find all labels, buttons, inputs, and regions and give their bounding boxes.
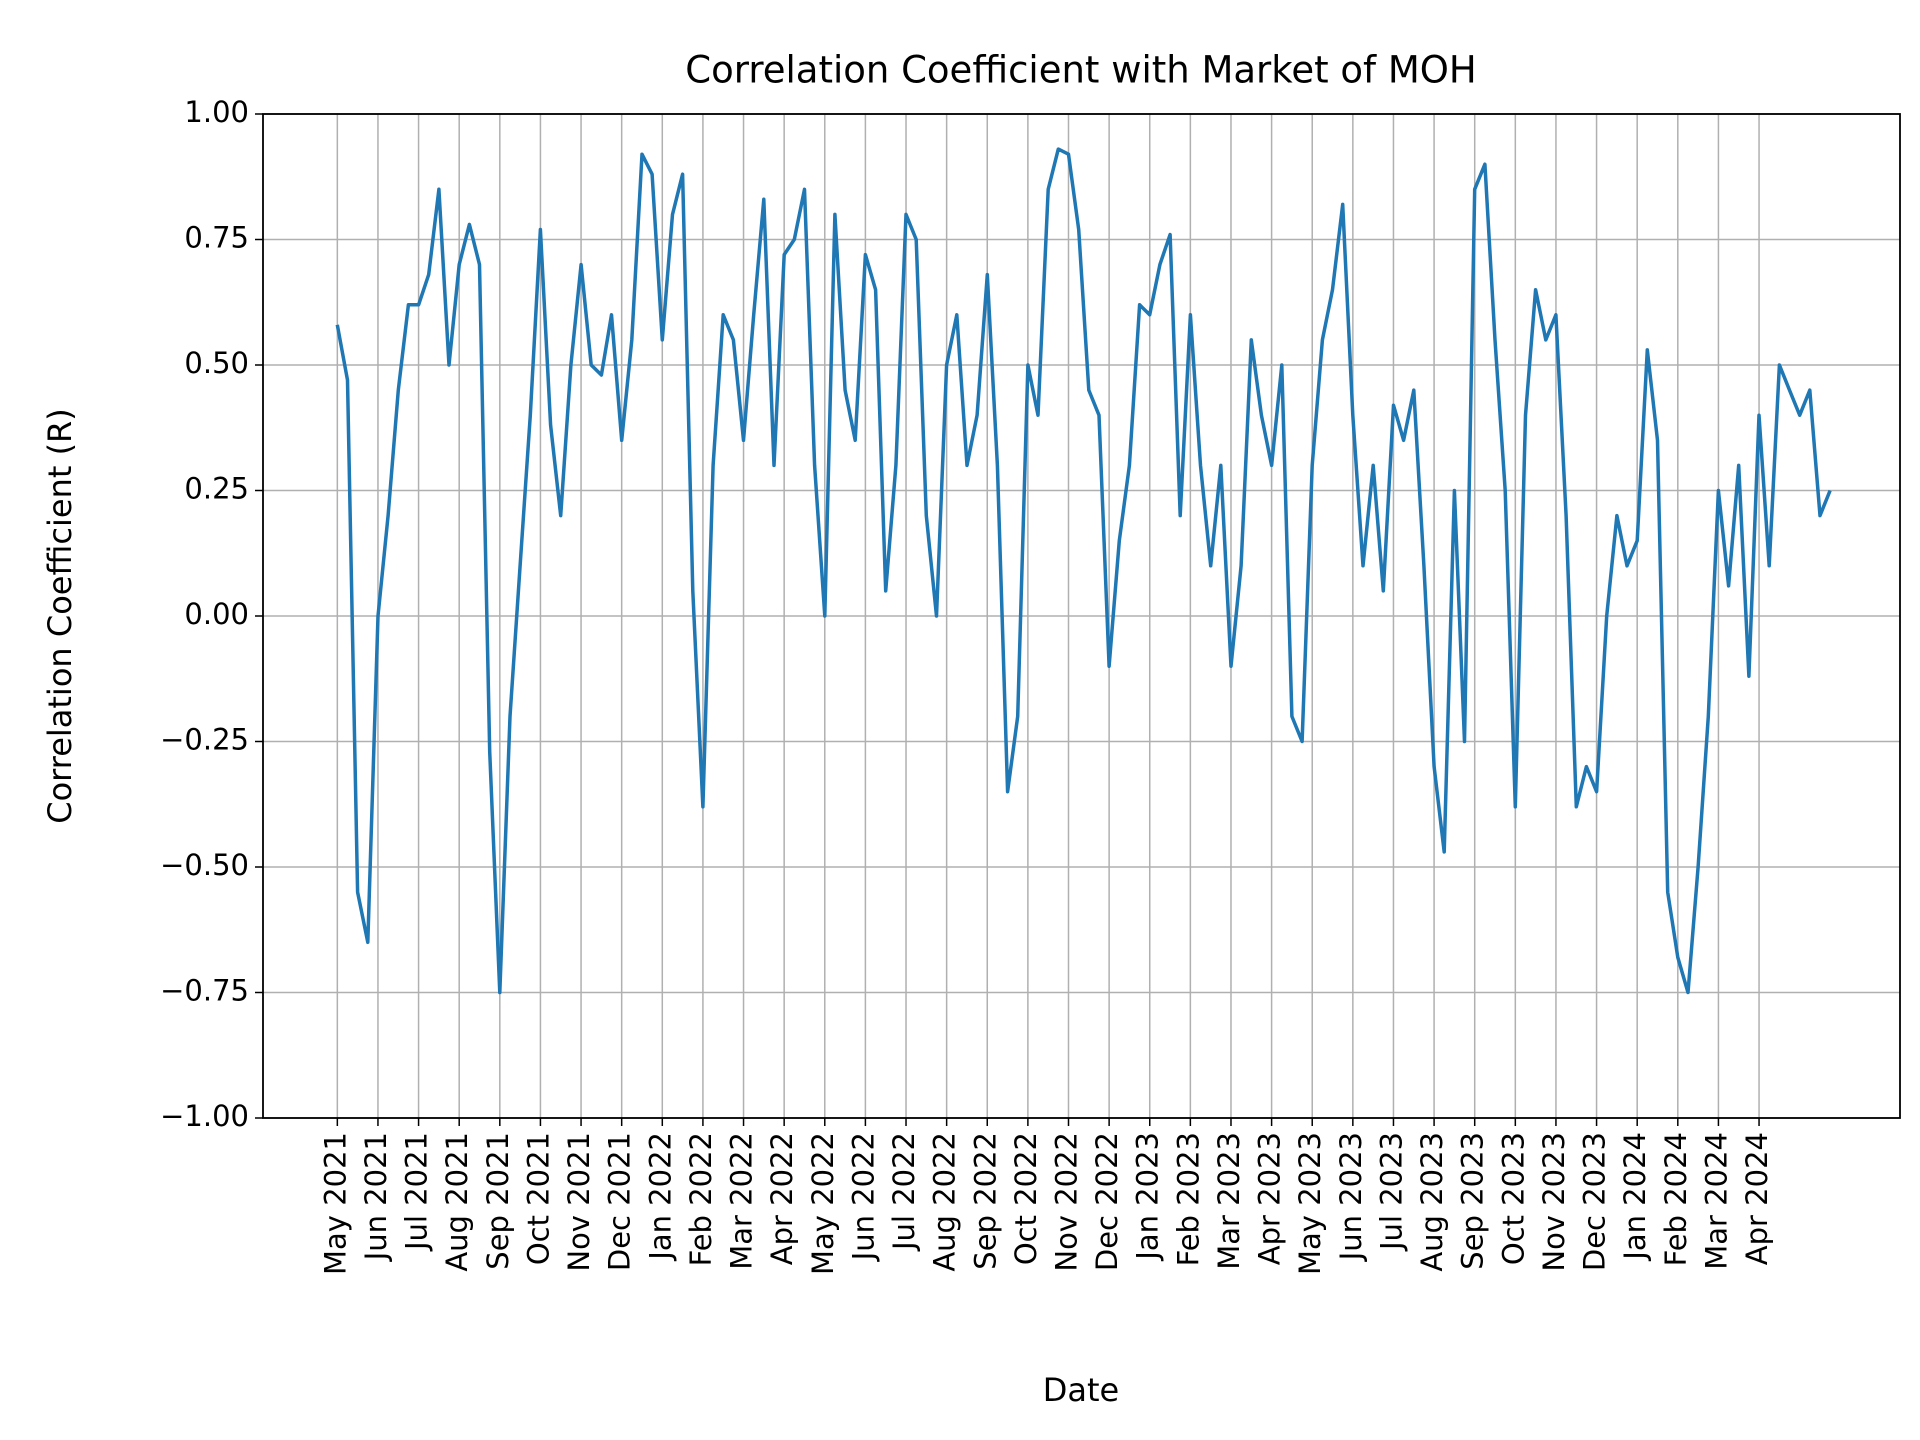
x-tick-label: Oct 2021 <box>521 1132 555 1265</box>
x-tick-label: Dec 2021 <box>603 1132 637 1271</box>
x-tick-label: Sep 2021 <box>481 1132 515 1270</box>
x-tick-label: Jun 2023 <box>1334 1132 1368 1262</box>
x-tick-label: May 2021 <box>318 1132 352 1275</box>
x-tick-label: May 2023 <box>1293 1132 1327 1275</box>
y-tick-label: 0.00 <box>184 597 249 631</box>
x-tick-label: Apr 2024 <box>1740 1132 1774 1265</box>
x-tick-label: Sep 2023 <box>1456 1132 1490 1270</box>
x-tick-label: Dec 2023 <box>1578 1132 1612 1271</box>
x-tick-label: May 2022 <box>806 1132 840 1275</box>
x-tick-label: Jun 2021 <box>359 1132 393 1262</box>
y-tick-label: 1.00 <box>184 95 249 129</box>
x-tick-label: Aug 2022 <box>928 1132 962 1272</box>
x-tick-label: Mar 2022 <box>725 1132 759 1270</box>
x-tick-label: Feb 2024 <box>1659 1132 1693 1266</box>
x-tick-label: Oct 2023 <box>1496 1132 1530 1265</box>
x-tick-label: Oct 2022 <box>1009 1132 1043 1265</box>
x-tick-label: Apr 2022 <box>765 1132 799 1265</box>
x-tick-label: Mar 2023 <box>1212 1132 1246 1270</box>
x-tick-label: Apr 2023 <box>1253 1132 1287 1265</box>
x-tick-label: Mar 2024 <box>1699 1132 1733 1270</box>
x-tick-label: Nov 2023 <box>1537 1132 1571 1272</box>
y-tick-label: 0.50 <box>184 346 249 380</box>
x-axis-label: Date <box>1043 1371 1119 1409</box>
x-tick-label: Jan 2023 <box>1131 1132 1165 1262</box>
x-tick-label: Aug 2023 <box>1415 1132 1449 1272</box>
x-tick-label: Jun 2022 <box>846 1132 880 1262</box>
y-tick-label: −0.50 <box>160 848 249 882</box>
y-axis-label: Correlation Coefficient (R) <box>41 408 79 824</box>
y-tick-label: −0.75 <box>160 974 249 1008</box>
x-tick-label: Feb 2022 <box>684 1132 718 1266</box>
x-tick-label: Nov 2021 <box>562 1132 596 1272</box>
x-tick-label: Jan 2022 <box>643 1132 677 1262</box>
y-tick-label: −0.25 <box>160 723 249 757</box>
x-tick-label: Jan 2024 <box>1618 1132 1652 1262</box>
x-tick-label: Dec 2022 <box>1090 1132 1124 1271</box>
data-line <box>335 147 1832 995</box>
x-tick-label: Nov 2022 <box>1050 1132 1084 1272</box>
chart-title: Correlation Coefficient with Market of M… <box>685 49 1476 92</box>
x-tick-label: Jul 2023 <box>1374 1132 1408 1252</box>
x-tick-label: Aug 2021 <box>440 1132 474 1272</box>
x-tick-label: Feb 2023 <box>1171 1132 1205 1266</box>
y-tick-label: −1.00 <box>160 1099 249 1133</box>
x-tick-label: Jul 2022 <box>887 1132 921 1252</box>
x-tick-label: Jul 2021 <box>400 1132 434 1252</box>
plot-frame <box>262 113 1901 1119</box>
x-tick-label: Sep 2022 <box>968 1132 1002 1270</box>
y-tick-label: 0.75 <box>184 221 249 255</box>
y-tick-label: 0.25 <box>184 472 249 506</box>
